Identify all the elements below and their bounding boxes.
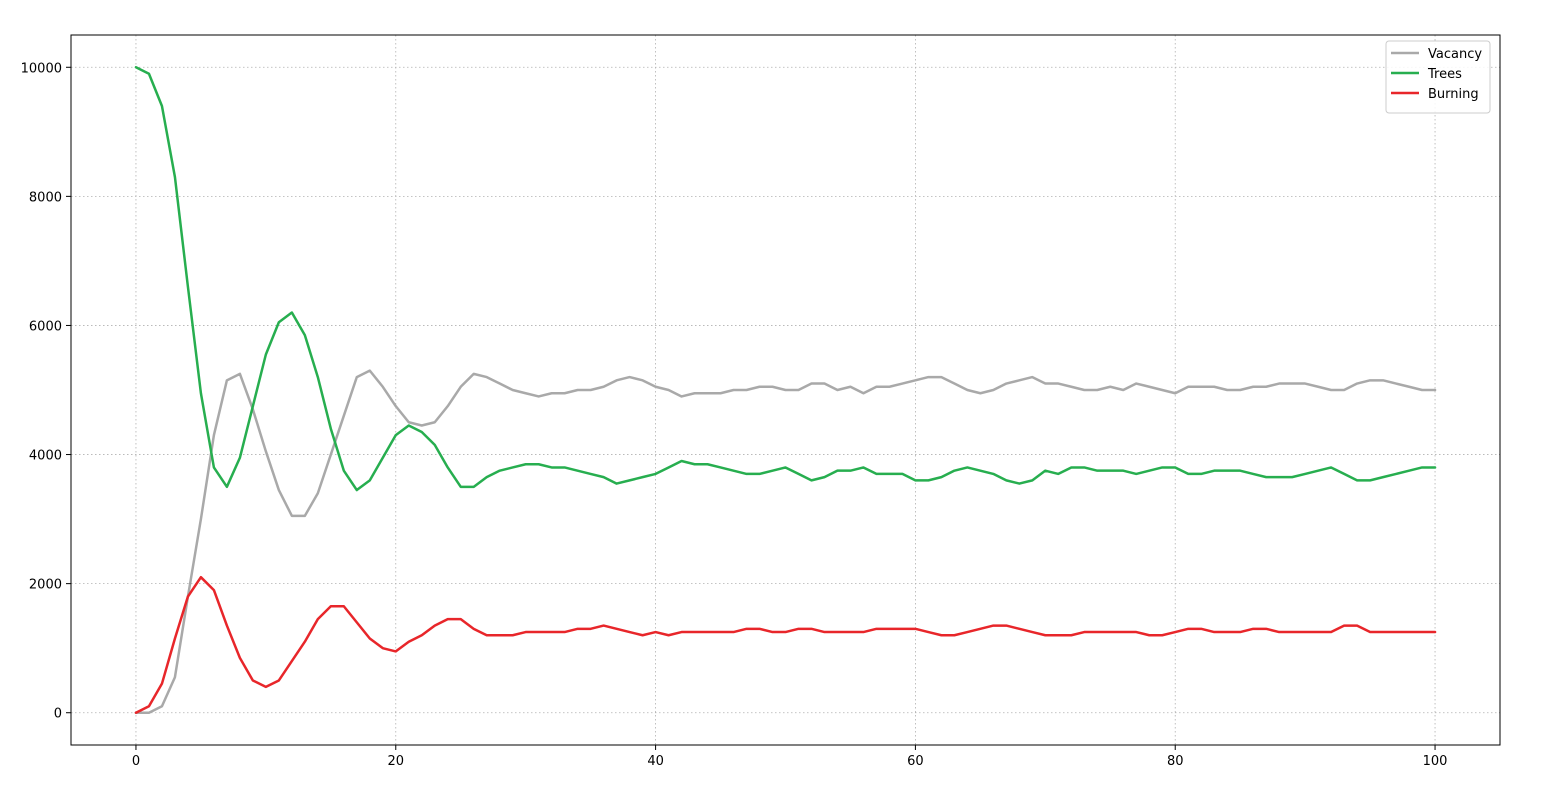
legend-label-trees: Trees <box>1427 67 1462 82</box>
y-tick-label: 6000 <box>29 319 62 334</box>
x-tick-label: 20 <box>387 754 404 769</box>
y-tick-label: 8000 <box>29 190 62 205</box>
series-line-burning <box>134 575 1437 714</box>
axis-ticks: 0 20 40 60 80 100 0 2000 4000 6000 8000 10000 <box>21 61 1448 769</box>
series-lines <box>134 66 1437 714</box>
x-tick-label: 100 <box>1423 754 1448 769</box>
x-tick-label: 80 <box>1167 754 1184 769</box>
series-line-trees <box>134 66 1437 492</box>
legend-label-burning: Burning <box>1428 87 1479 102</box>
x-tick-label: 60 <box>907 754 924 769</box>
series-line-vacancy <box>134 369 1437 714</box>
x-tick-label: 0 <box>132 754 140 769</box>
plot-frame <box>70 34 1501 746</box>
legend: Vacancy Trees Burning <box>1385 40 1491 114</box>
x-tick-label: 40 <box>647 754 664 769</box>
y-tick-label: 2000 <box>29 578 62 593</box>
y-tick-label: 10000 <box>21 61 62 76</box>
y-tick-label: 4000 <box>29 449 62 464</box>
y-tick-label: 0 <box>54 707 62 722</box>
legend-label-vacancy: Vacancy <box>1428 47 1482 62</box>
legend-box <box>1385 40 1491 114</box>
